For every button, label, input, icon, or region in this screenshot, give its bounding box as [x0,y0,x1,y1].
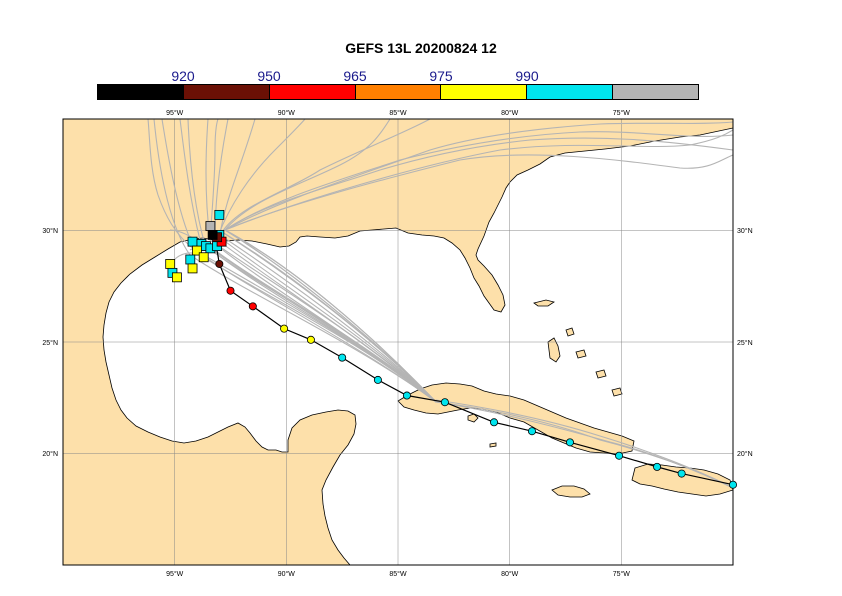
track-point [490,418,499,427]
track-point [653,462,662,471]
axis-ticks: 95°W 90°W 85°W 80°W 75°W 95°W 90°W 85°W … [42,109,752,578]
bahamas-islet [611,387,623,397]
lat-tick-label-right: 20°N [737,450,753,458]
ensemble-track [161,119,437,403]
jamaica [551,485,591,498]
lon-tick-label-bottom: 95°W [166,570,184,578]
landfall-marker [198,252,209,263]
landfall-marker [214,209,225,220]
colorbar-segment [98,85,184,99]
hispaniola [631,463,733,497]
track-point [373,375,382,384]
colorbar-segment [269,85,356,99]
grand-bahama [533,299,555,307]
ensemble-track [219,119,437,403]
lon-tick-label-top: 90°W [278,109,296,117]
lon-tick-label-top: 85°W [389,109,407,117]
ensemble-tracks [147,119,733,489]
colorbar-segment [441,85,528,99]
colorbar-segment [183,85,270,99]
bahamas-islet [565,327,575,337]
track-point [528,427,537,436]
colorbar-segment [613,85,699,99]
ensemble-track [435,401,733,489]
ensemble-track [147,119,437,403]
scale-label-990: 990 [515,68,539,84]
track-point [677,469,686,478]
track-point [248,302,257,311]
cayman-islet [489,442,497,448]
lon-tick-label-bottom: 90°W [278,570,296,578]
landfall-marker [187,263,198,274]
ensemble-track [435,399,733,489]
track-point [226,286,235,295]
lat-tick-label-right: 30°N [737,227,753,235]
track-point [280,324,289,333]
colorbar-segment [355,85,442,99]
scale-label-975: 975 [429,68,453,84]
colorbar-segment [527,85,614,99]
map-frame [62,118,734,566]
landfall-marker [165,259,176,269]
track-point [565,438,574,447]
scale-label-965: 965 [343,68,367,84]
bahamas-islet [575,349,587,359]
lon-tick-label-top: 95°W [166,109,184,117]
track-point [615,451,624,460]
track-point [215,259,224,268]
scale-label-920: 920 [171,68,195,84]
lon-tick-label-top: 75°W [613,109,631,117]
landfall-marker [185,254,196,265]
lon-tick-label-bottom: 75°W [613,570,631,578]
chart-title: GEFS 13L 20200824 12 [345,40,497,56]
lat-tick-label-left: 30°N [42,227,58,235]
landfall-marker [187,236,198,247]
scale-label-950: 950 [257,68,281,84]
ensemble-track [171,252,437,403]
ensemble-track [221,137,733,403]
lon-tick-label-bottom: 85°W [389,570,407,578]
landfall-marker [205,221,216,231]
track-point [338,353,347,362]
lat-tick-label-left: 25°N [42,339,58,347]
track-point [440,398,449,407]
track-point [402,391,411,400]
track-point [306,335,315,344]
landfall-marker [207,230,218,240]
bahamas-islet [595,369,607,379]
graticule [63,119,733,565]
landfall-marker [171,272,182,283]
track-marks [165,209,738,489]
lon-tick-label-bottom: 80°W [501,570,519,578]
lon-tick-label-top: 80°W [501,109,519,117]
ensemble-track [223,131,733,403]
andros-island [547,337,561,363]
ensemble-track [153,119,437,403]
ensemble-track [223,129,733,403]
ensemble-track [217,119,437,403]
pressure-colorbar [97,84,699,100]
lat-tick-label-left: 20°N [42,450,58,458]
lat-tick-label-right: 25°N [737,339,753,347]
track-point [729,480,738,489]
